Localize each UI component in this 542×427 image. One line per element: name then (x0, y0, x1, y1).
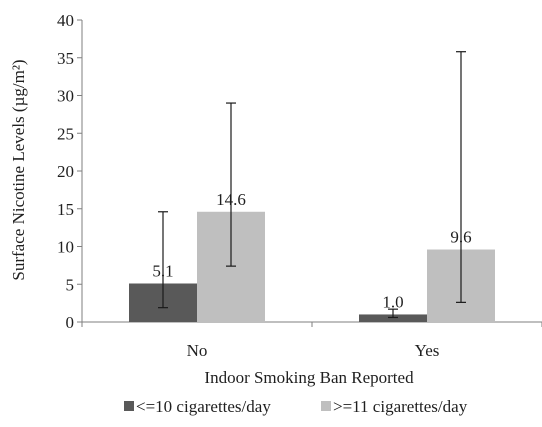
data-labels: 5.1 14.6 1.0 9.6 (152, 190, 471, 312)
data-label: 1.0 (382, 292, 403, 311)
y-tick-label: 5 (66, 275, 75, 294)
legend-label: >=11 cigarettes/day (333, 397, 468, 416)
legend-label: <=10 cigarettes/day (136, 397, 271, 416)
bars (129, 211, 495, 322)
x-axis-title: Indoor Smoking Ban Reported (204, 368, 414, 387)
y-tick-label: 25 (57, 124, 74, 143)
x-tick-label: Yes (415, 341, 440, 360)
y-tick-label: 40 (57, 11, 74, 30)
y-tick-label: 0 (66, 313, 75, 332)
data-label: 9.6 (450, 228, 471, 247)
y-axis: 0 5 10 15 20 25 30 35 40 (57, 11, 83, 332)
x-tick-label: No (187, 341, 208, 360)
data-label: 14.6 (216, 190, 246, 209)
y-tick-label: 30 (57, 87, 74, 106)
legend-swatch (321, 401, 331, 411)
legend-swatch (124, 401, 134, 411)
y-tick-label: 20 (57, 162, 74, 181)
y-tick-label: 10 (57, 238, 74, 257)
bar-le10-yes (359, 314, 427, 322)
error-bars (158, 51, 466, 319)
x-axis: No Yes (81, 321, 542, 360)
y-axis-title: Surface Nicotine Levels (µg/m²) (9, 59, 28, 280)
legend: <=10 cigarettes/day >=11 cigarettes/day (124, 397, 468, 416)
y-tick-label: 15 (57, 200, 74, 219)
y-tick-label: 35 (57, 49, 74, 68)
data-label: 5.1 (152, 261, 173, 280)
